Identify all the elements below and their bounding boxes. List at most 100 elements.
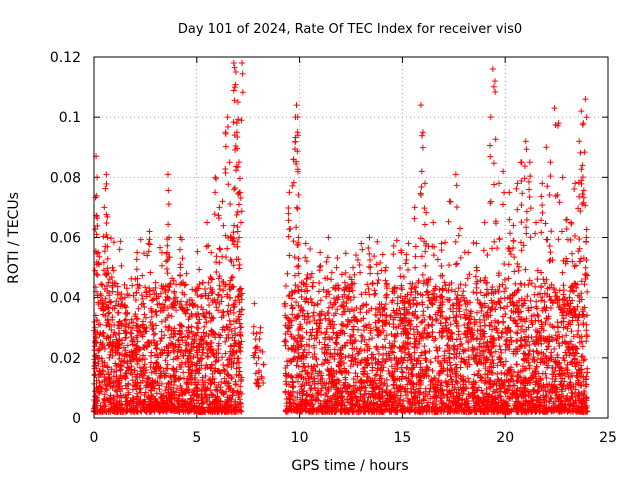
data-point [164,352,171,359]
data-point [209,370,216,377]
data-point [218,378,225,385]
data-point [125,389,132,396]
data-point [222,399,229,406]
data-point [403,256,410,263]
data-point [141,311,148,318]
data-point [205,408,212,415]
data-point [364,281,371,288]
data-point [94,408,101,415]
data-point [211,398,218,405]
data-point [186,399,193,406]
data-point [113,399,120,406]
data-point [117,372,124,379]
data-point [154,379,161,386]
data-point [141,391,148,398]
data-point [185,324,192,331]
data-point [133,351,140,358]
data-point [486,384,493,391]
data-point [109,305,116,312]
data-point [173,281,180,288]
data-point [417,235,424,242]
data-point [426,313,433,320]
data-point [379,352,386,359]
data-point [175,375,182,382]
data-point [428,321,435,328]
data-point [148,313,155,320]
data-point [165,386,172,393]
data-point [542,370,549,377]
data-point [152,322,159,329]
data-point [453,378,460,385]
data-point [227,352,234,359]
data-point [350,294,357,301]
data-point [132,381,139,388]
data-point [548,349,555,356]
data-point [285,325,292,332]
data-point [538,297,545,304]
data-point [119,340,126,347]
data-point [139,272,146,279]
data-point [521,281,528,288]
data-point [176,393,183,400]
data-point [218,298,225,305]
data-point [172,341,179,348]
data-point [185,316,192,323]
data-point [147,380,154,387]
data-point [109,338,116,345]
data-point [454,260,461,267]
data-point [178,304,185,311]
data-point [150,296,157,303]
data-point [197,293,204,300]
data-point [195,285,202,292]
data-point [193,393,200,400]
data-point [226,356,233,363]
data-point [176,376,183,383]
data-point [579,343,586,350]
data-point [101,396,108,403]
data-point [429,329,436,336]
data-point [158,262,165,269]
data-point [109,384,116,391]
data-point [335,285,342,292]
data-point [139,295,146,302]
data-point [232,330,239,337]
data-point [150,331,157,338]
data-point [531,387,538,394]
data-point [183,379,190,386]
data-point [576,235,583,242]
data-point [208,364,215,371]
data-point [104,364,111,371]
data-point [568,394,575,401]
data-point [205,377,212,384]
data-point [223,334,230,341]
data-point [116,398,123,405]
data-point [111,403,118,410]
data-point [148,393,155,400]
data-point [208,380,215,387]
data-point [446,359,453,366]
data-point [222,338,229,345]
data-point [175,344,182,351]
data-point [157,244,164,251]
data-point [237,344,244,351]
data-point [231,355,238,362]
data-point [196,280,203,287]
data-point [449,378,456,385]
data-point [107,399,114,406]
data-point [372,290,379,297]
data-point [215,382,222,389]
data-point [204,404,211,411]
data-point [377,259,384,266]
data-point [146,404,153,411]
data-point [225,302,232,309]
data-point [496,355,503,362]
data-point [207,381,214,388]
data-point [132,347,139,354]
data-point [129,282,136,289]
data-point [481,322,488,329]
data-point [142,284,149,291]
data-point [122,401,129,408]
data-point [453,318,460,325]
data-point [181,307,188,314]
